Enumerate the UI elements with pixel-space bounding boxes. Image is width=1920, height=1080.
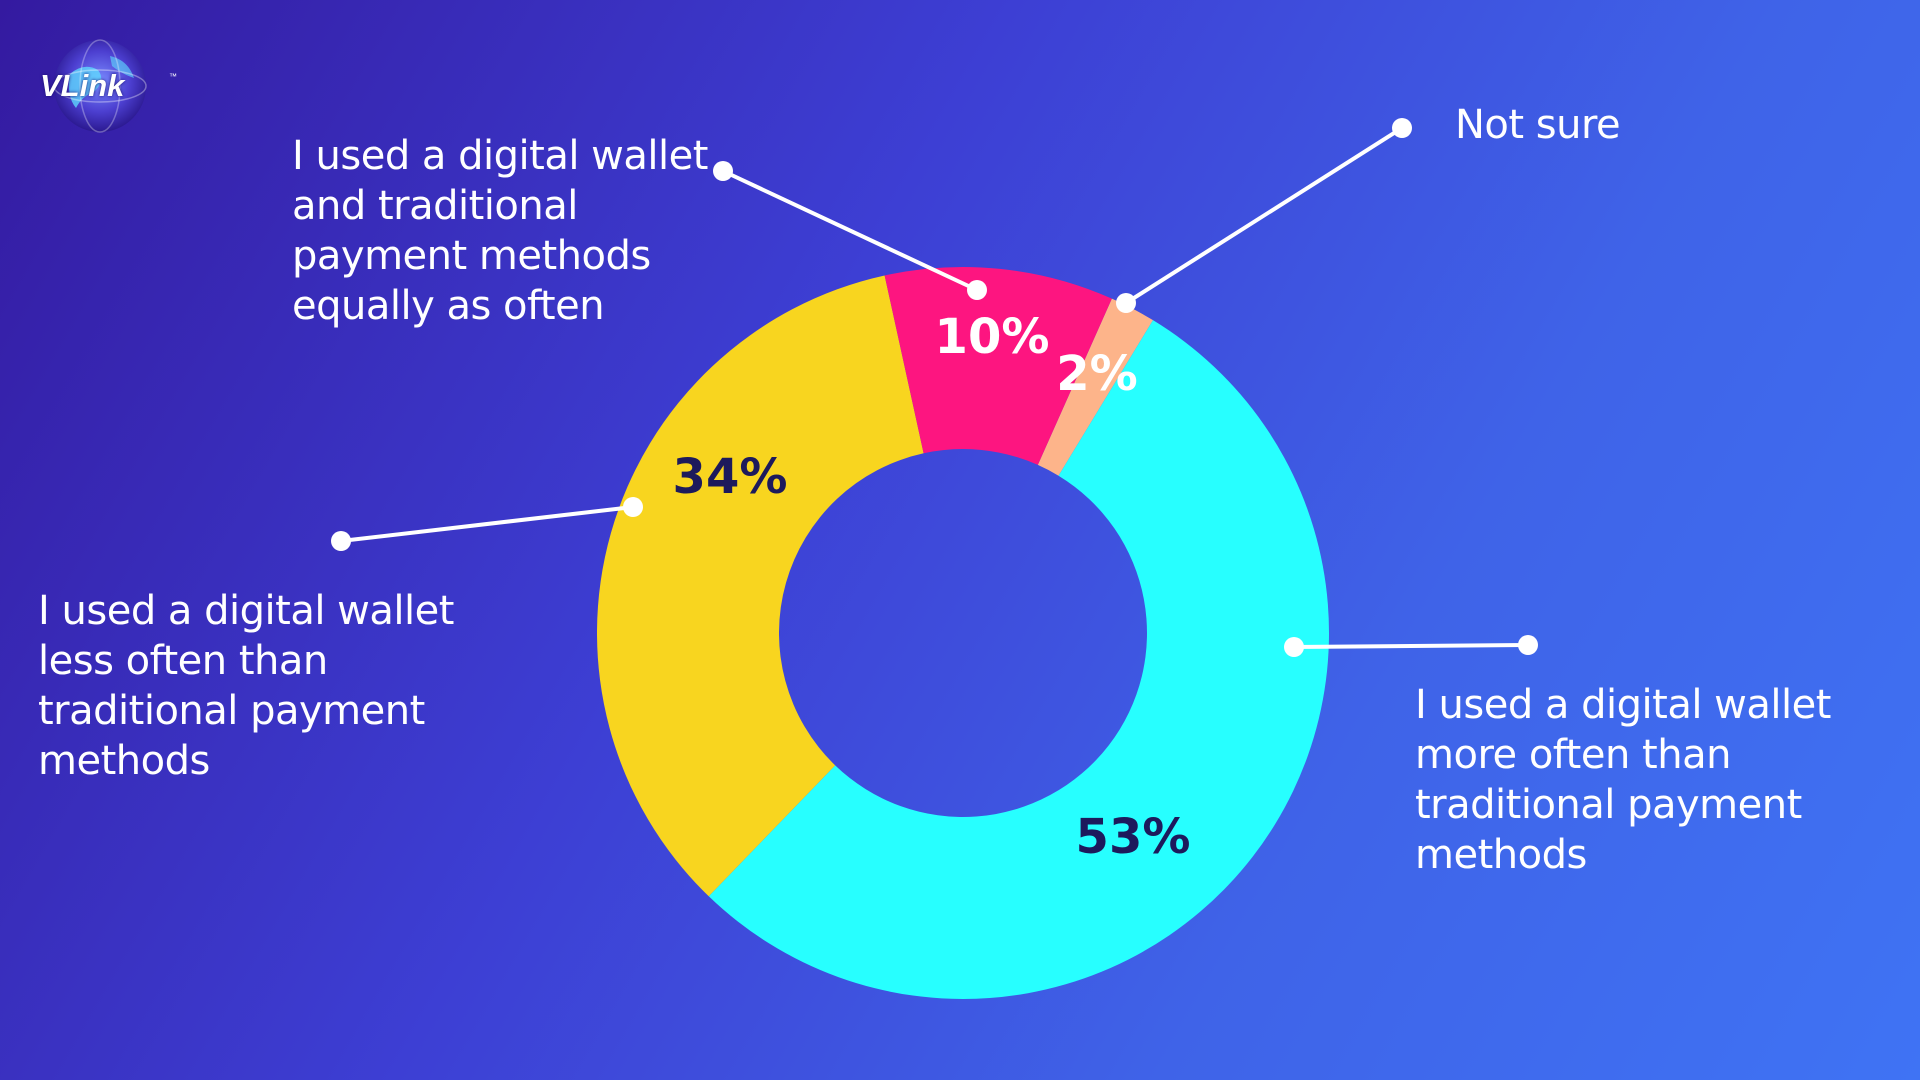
- connector-dot-not-sure-inner: [1116, 293, 1136, 313]
- globe-icon: [53, 39, 147, 133]
- logo-text: VLink: [40, 68, 125, 103]
- connector-line-more-often: [1293, 643, 1529, 649]
- vlink-logo: VLink ™: [36, 34, 186, 144]
- connector-dot-not-sure-outer: [1392, 118, 1412, 138]
- legend-label-more-often: I used a digital wallet more often than …: [1415, 682, 1831, 878]
- connector-dot-less-often-inner: [623, 497, 643, 517]
- legend-label-less-often: I used a digital wallet less often than …: [38, 588, 454, 784]
- donut-slice-more-often: [708, 320, 1329, 1000]
- donut-slice-less-often: [597, 275, 924, 897]
- connector-line-less-often: [340, 505, 634, 543]
- connector-line-not-sure: [1124, 126, 1404, 305]
- legend-label-equally-often: I used a digital wallet and traditional …: [292, 133, 708, 329]
- value-label-not-sure: 2%: [1056, 346, 1138, 402]
- connector-dot-more-often-inner: [1284, 637, 1304, 657]
- connector-dot-more-often-outer: [1518, 635, 1538, 655]
- donut-slice-not-sure: [1037, 298, 1153, 476]
- connector-dot-equally-often-inner: [967, 280, 987, 300]
- value-label-less-often: 34%: [673, 449, 788, 505]
- value-label-equally-often: 10%: [935, 309, 1050, 365]
- connector-dot-equally-often-outer: [713, 161, 733, 181]
- donut-slice-equally-often: [884, 267, 1112, 465]
- legend-label-not-sure: Not sure: [1455, 102, 1621, 148]
- connector-line-equally-often: [722, 169, 978, 292]
- logo-trademark: ™: [169, 72, 177, 81]
- connector-dot-less-often-outer: [331, 531, 351, 551]
- value-label-more-often: 53%: [1076, 809, 1191, 865]
